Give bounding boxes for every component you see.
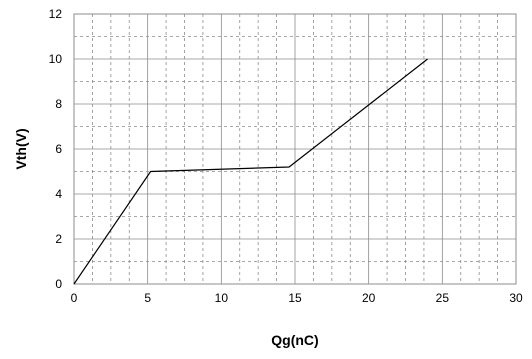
y-tick-label: 2 [55, 232, 62, 246]
y-tick-label: 6 [55, 142, 62, 156]
y-tick-label: 8 [55, 97, 62, 111]
x-tick-label: 30 [509, 291, 523, 305]
x-axis-title: Qg(nC) [271, 332, 318, 348]
x-tick-label: 0 [71, 291, 78, 305]
y-tick-labels: 0 2 4 6 8 10 12 [49, 7, 63, 291]
y-axis-title: Vth(V) [13, 128, 29, 169]
y-tick-label: 4 [55, 187, 62, 201]
plot-border [73, 13, 517, 285]
x-tick-label: 20 [362, 291, 376, 305]
x-tick-label: 5 [144, 291, 151, 305]
y-tick-label: 0 [55, 277, 62, 291]
x-tick-label: 10 [215, 291, 229, 305]
series-line [73, 58, 428, 285]
major-grid [74, 14, 516, 284]
x-tick-labels: 0 5 10 15 20 25 30 [71, 291, 523, 305]
x-tick-label: 25 [436, 291, 450, 305]
y-tick-label: 10 [49, 52, 63, 66]
x-tick-label: 15 [288, 291, 302, 305]
y-tick-label: 12 [49, 7, 63, 21]
series-group [73, 58, 428, 285]
